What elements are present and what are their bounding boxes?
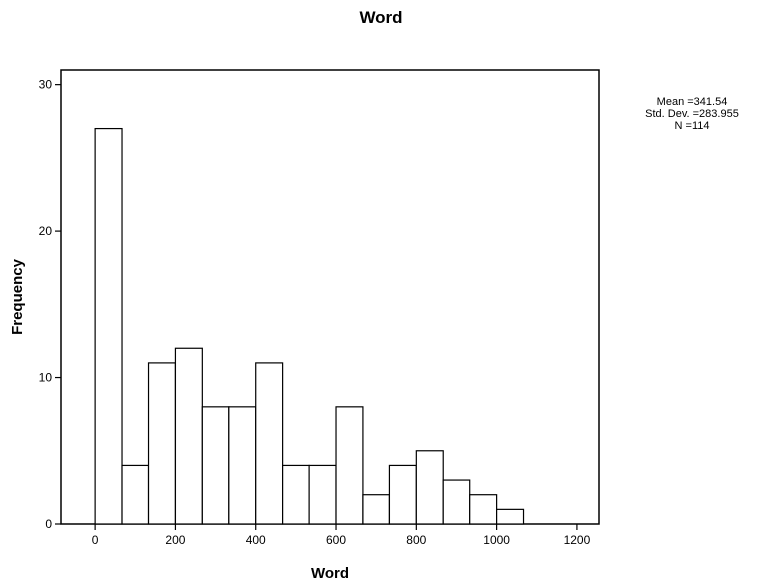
histogram-bar	[228, 406, 257, 525]
y-tick-label: 10	[39, 371, 53, 385]
histogram-bar	[255, 362, 284, 525]
histogram-bar	[308, 464, 337, 525]
histogram-bar	[201, 406, 230, 525]
histogram-bar	[442, 479, 471, 525]
histogram-bar	[388, 464, 417, 525]
stats-n: N =114	[675, 120, 710, 132]
x-tick-label: 400	[246, 533, 266, 547]
y-tick-label: 0	[45, 517, 52, 531]
x-tick-label: 800	[406, 533, 426, 547]
y-axis-label: Frequency	[9, 258, 26, 335]
x-tick-label: 1000	[483, 533, 510, 547]
histogram-bar	[147, 362, 177, 525]
x-tick-label: 0	[92, 533, 99, 547]
x-tick-label: 200	[165, 533, 185, 547]
plot-area-frame	[60, 69, 600, 525]
y-tick-label: 20	[39, 224, 53, 238]
histogram-bar	[94, 127, 123, 525]
x-axis-label: Word	[311, 565, 349, 582]
histogram-bar	[335, 406, 364, 525]
histogram-bar	[496, 508, 525, 525]
x-axis-ticks: 0 200 400 600 800 1000 1200	[92, 524, 591, 547]
histogram-bar	[282, 464, 310, 525]
stats-box: Mean =341.54 Std. Dev. =283.955 N =114	[645, 96, 739, 132]
histogram-bar	[174, 347, 203, 525]
x-tick-label: 1200	[564, 533, 591, 547]
stats-std-dev: Std. Dev. =283.955	[645, 108, 739, 120]
histogram-bar	[469, 494, 498, 525]
y-tick-label: 30	[39, 78, 53, 92]
histogram-bar	[415, 450, 444, 525]
stats-mean: Mean =341.54	[657, 96, 728, 108]
y-axis-ticks: 0 10 20 30	[39, 78, 61, 531]
bars-layer	[94, 127, 525, 525]
x-tick-label: 600	[326, 533, 346, 547]
histogram-bar	[362, 494, 391, 525]
histogram-bar	[121, 464, 150, 525]
chart-title: Word	[359, 8, 402, 27]
